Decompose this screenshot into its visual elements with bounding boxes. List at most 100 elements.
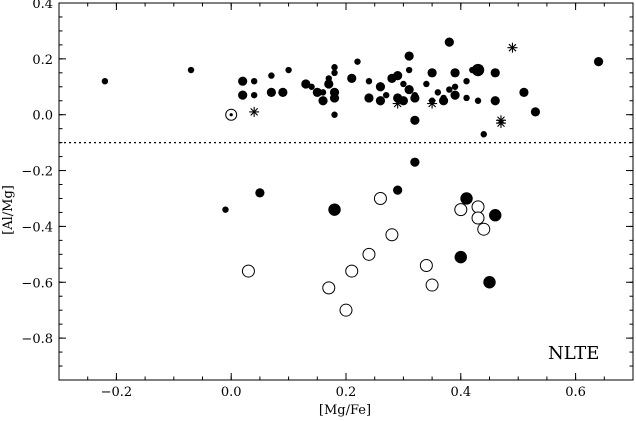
plot-frame xyxy=(58,2,634,381)
y-tick-label: 0.0 xyxy=(32,109,53,124)
data-point-medium-filled xyxy=(438,96,449,106)
data-point-medium-filled xyxy=(238,90,248,100)
data-point-small-filled xyxy=(451,83,459,90)
data-point-asterisk xyxy=(507,42,518,53)
data-point-large-filled xyxy=(471,63,485,77)
data-point-open-circle xyxy=(373,191,387,205)
x-tick-label: 0.4 xyxy=(450,385,471,400)
data-point-small-filled xyxy=(250,77,258,85)
data-point-medium-filled xyxy=(393,185,403,195)
data-point-small-filled xyxy=(268,72,275,79)
data-point-small-filled xyxy=(285,66,292,74)
y-axis-label: [Al/Mg] xyxy=(1,185,16,235)
asterisk-stroke xyxy=(508,43,517,52)
data-point-medium-filled xyxy=(444,37,454,47)
data-point-small-filled xyxy=(187,66,195,74)
data-point-asterisk xyxy=(427,98,438,109)
data-point-small-filled xyxy=(463,77,470,85)
data-point-medium-filled xyxy=(375,82,386,92)
data-point-small-filled xyxy=(400,80,407,88)
data-point-asterisk xyxy=(249,106,260,117)
data-point-small-filled xyxy=(331,64,338,71)
plot-area xyxy=(58,2,634,381)
y-tick-label: −0.4 xyxy=(21,220,53,235)
data-point-small-filled xyxy=(474,97,482,104)
x-tick-label: 0.2 xyxy=(336,385,357,400)
data-point-sun xyxy=(225,108,238,121)
data-point-small-filled xyxy=(382,91,390,99)
data-point-open-circle xyxy=(419,259,433,273)
data-point-medium-filled xyxy=(593,57,604,67)
data-point-medium-filled xyxy=(404,51,414,61)
data-point-small-filled xyxy=(250,91,258,99)
y-tick-label: −0.6 xyxy=(21,276,53,291)
data-point-medium-filled xyxy=(404,84,414,95)
data-point-medium-filled xyxy=(410,115,420,125)
y-tick-label: 0.2 xyxy=(32,53,53,68)
y-tick-label: 0.4 xyxy=(32,0,53,12)
data-points xyxy=(101,37,604,317)
data-point-medium-filled xyxy=(530,107,541,117)
x-tick-label: 0.0 xyxy=(221,385,242,400)
y-tick-label: −0.2 xyxy=(21,165,53,180)
x-tick-label: 0.6 xyxy=(565,385,586,400)
data-point-small-filled xyxy=(331,69,338,77)
data-point-small-filled xyxy=(222,206,229,213)
data-point-small-filled xyxy=(446,86,453,93)
data-point-open-circle xyxy=(425,278,439,292)
data-point-small-filled xyxy=(101,77,109,85)
data-point-open-circle xyxy=(241,264,255,278)
data-point-medium-filled xyxy=(255,188,265,198)
data-point-asterisk xyxy=(392,98,403,109)
data-point-medium-filled xyxy=(450,68,460,78)
data-point-medium-filled xyxy=(329,93,340,103)
data-point-open-circle xyxy=(385,228,399,242)
asterisk-stroke xyxy=(497,119,505,127)
data-point-medium-filled xyxy=(324,79,334,89)
data-point-open-circle xyxy=(477,222,491,236)
data-point-large-filled xyxy=(483,276,496,289)
data-point-small-filled xyxy=(354,58,361,65)
data-point-medium-filled xyxy=(318,96,328,106)
x-tick-label: −0.2 xyxy=(101,385,133,400)
data-point-medium-filled xyxy=(278,87,288,97)
sun-dot xyxy=(229,113,233,117)
asterisk-stroke xyxy=(428,99,436,108)
data-point-large-filled xyxy=(454,250,467,264)
data-point-large-filled xyxy=(460,192,473,205)
y-tick-label: −0.8 xyxy=(21,332,53,347)
data-point-small-filled xyxy=(365,77,373,85)
data-point-large-filled xyxy=(489,209,502,222)
nlte-annotation: NLTE xyxy=(548,343,599,364)
data-point-medium-filled xyxy=(375,96,386,106)
asterisk-stroke xyxy=(250,108,259,116)
data-point-medium-filled xyxy=(519,87,529,97)
data-point-open-circle xyxy=(454,203,468,217)
data-point-medium-filled xyxy=(450,90,460,100)
data-point-medium-filled xyxy=(238,76,248,86)
data-point-medium-filled xyxy=(410,157,420,167)
data-point-small-filled xyxy=(480,131,487,138)
data-point-small-filled xyxy=(434,89,442,96)
data-point-medium-filled xyxy=(266,87,276,97)
data-point-open-circle xyxy=(345,264,359,278)
data-point-open-circle xyxy=(362,247,376,261)
data-point-large-filled xyxy=(328,203,341,216)
data-point-small-filled xyxy=(331,111,338,118)
data-point-small-filled xyxy=(405,66,413,74)
data-point-open-circle xyxy=(339,303,353,317)
data-point-medium-filled xyxy=(301,79,311,89)
axis-ticks: −0.2 0.0 0.2 0.4 0.6 −0.8 −0.6 −0.4 −0.2 0.0 0.2 0.… xyxy=(21,0,634,400)
data-point-small-filled xyxy=(423,80,430,88)
data-point-medium-filled xyxy=(490,68,500,78)
data-point-small-filled xyxy=(463,94,470,102)
data-point-open-circle xyxy=(322,281,336,295)
asterisk-stroke xyxy=(393,99,402,108)
data-point-medium-filled xyxy=(364,93,374,103)
data-point-medium-filled xyxy=(490,96,500,106)
data-point-open-circle xyxy=(471,211,485,225)
data-point-medium-filled xyxy=(427,68,437,78)
data-point-open-circle xyxy=(471,200,485,214)
data-point-medium-filled xyxy=(347,73,357,83)
